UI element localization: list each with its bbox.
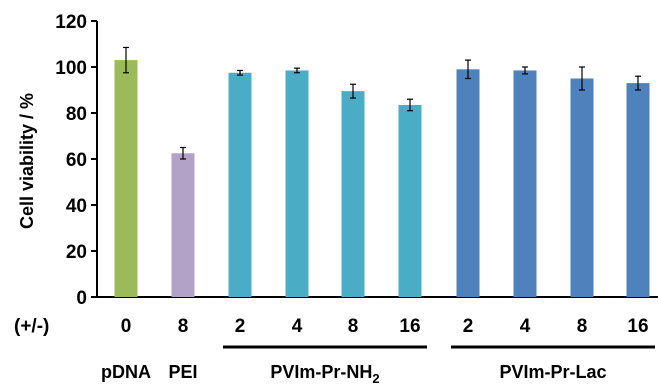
ratio-label: (+/-): [14, 316, 49, 337]
bar: [228, 72, 252, 297]
bar: [398, 104, 422, 297]
group-label: PEI: [168, 362, 197, 382]
bar: [171, 153, 195, 297]
x-category-label: 16: [627, 316, 648, 337]
y-tick-label: 40: [66, 196, 87, 217]
y-tick-label: 0: [76, 288, 87, 309]
y-tick-label: 60: [66, 150, 87, 171]
x-category-label: 4: [520, 316, 531, 337]
y-tick-label: 120: [55, 12, 87, 33]
group-label: pDNA: [101, 362, 151, 382]
x-category-label: 8: [348, 316, 359, 337]
x-category-label: 16: [399, 316, 420, 337]
labels: 0 8 2 4 8 16 2 4 8 16(+/-)pDNA PEI PVIm-Pr-NH2 PVIm-…: [14, 316, 655, 386]
group-label: PVIm-Pr-NH2: [270, 362, 379, 386]
bars: [114, 60, 650, 298]
x-category-label: 0: [121, 316, 132, 337]
bar: [341, 91, 365, 298]
bar: [114, 60, 138, 297]
x-category-label: 2: [235, 316, 246, 337]
y-tick-label: 80: [66, 104, 87, 125]
bar: [626, 83, 650, 297]
y-tick-label: 20: [66, 242, 87, 263]
y-axis-label: Cell viability / %: [17, 93, 37, 229]
x-category-label: 4: [292, 316, 303, 337]
x-category-label: 8: [577, 316, 588, 337]
bar: [513, 70, 537, 297]
group-label: PVIm-Pr-Lac: [499, 362, 606, 382]
bar: [285, 70, 309, 297]
bar: [570, 78, 594, 297]
x-category-label: 8: [178, 316, 189, 337]
bar: [456, 69, 480, 297]
group-label-subscript: 2: [372, 371, 379, 386]
error-bars: [123, 46, 641, 160]
x-category-label: 2: [463, 316, 474, 337]
y-tick-label: 100: [55, 58, 87, 79]
